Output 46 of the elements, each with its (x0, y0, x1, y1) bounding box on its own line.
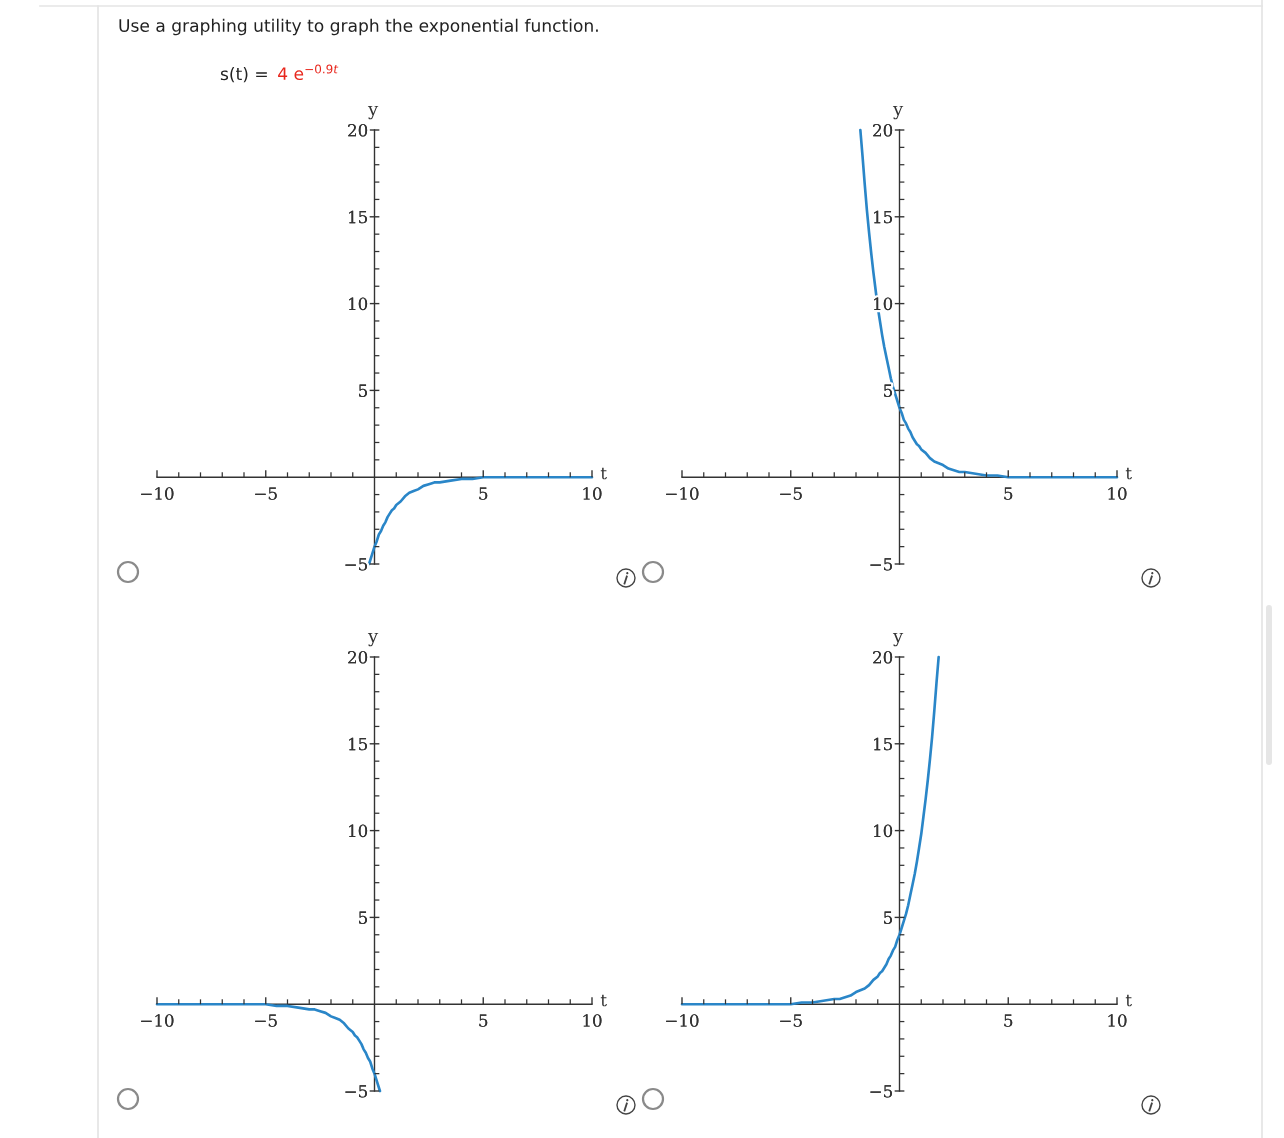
y-tick-label: 5 (884, 911, 892, 924)
y-axis-title: y (367, 105, 379, 120)
x-tick-label: −10 (141, 487, 174, 500)
y-tick-label: −5 (345, 558, 367, 571)
x-tick-label: 5 (1004, 487, 1013, 500)
text: 4 e$^{−0.9t}$ (278, 64, 339, 81)
text: Use a graphing utility to graph the exponential function. (119, 18, 598, 36)
y-tick-label: 10 (349, 824, 368, 838)
y-tick-label: 10 (349, 297, 368, 311)
y-tick-label: 15 (874, 737, 892, 751)
y-tick-label: 20 (348, 123, 368, 137)
x-axis-title: t (1125, 994, 1132, 1007)
y-tick-label: 20 (348, 650, 368, 664)
x-tick-label: −5 (780, 487, 802, 500)
y-tick-label: −5 (870, 1085, 892, 1098)
x-tick-label: 5 (479, 487, 488, 500)
x-axis-title: t (1125, 467, 1132, 480)
y-tick-label: 20 (873, 123, 893, 137)
y-tick-label: −5 (870, 558, 892, 571)
x-tick-label: −10 (141, 1014, 174, 1027)
y-tick-label: 20 (873, 650, 893, 664)
x-tick-label: −10 (666, 487, 699, 500)
x-tick-label: 10 (583, 1014, 602, 1027)
x-tick-label: 10 (583, 487, 602, 500)
y-axis-title: y (892, 632, 904, 647)
x-tick-label: 10 (1108, 487, 1127, 500)
x-tick-label: −5 (780, 1014, 802, 1027)
y-tick-label: 15 (874, 210, 892, 224)
y-axis-title: y (892, 105, 904, 120)
x-tick-label: 5 (1004, 1014, 1013, 1027)
x-axis-title: t (600, 994, 607, 1007)
y-tick-label: 5 (359, 384, 367, 397)
y-tick-label: 15 (349, 737, 367, 751)
y-axis-title: y (367, 632, 379, 647)
x-axis-title: t (600, 467, 607, 480)
x-tick-label: −10 (666, 1014, 699, 1027)
x-tick-label: 5 (479, 1014, 488, 1027)
x-tick-label: −5 (255, 487, 277, 500)
text: s(t) = (220, 67, 267, 83)
y-tick-label: 5 (359, 911, 367, 924)
x-tick-label: −5 (255, 1014, 277, 1027)
x-tick-label: 10 (1108, 1014, 1127, 1027)
y-tick-label: −5 (345, 1085, 367, 1098)
y-tick-label: 5 (884, 384, 892, 397)
y-tick-label: 10 (874, 824, 893, 838)
y-tick-label: 15 (349, 210, 367, 224)
